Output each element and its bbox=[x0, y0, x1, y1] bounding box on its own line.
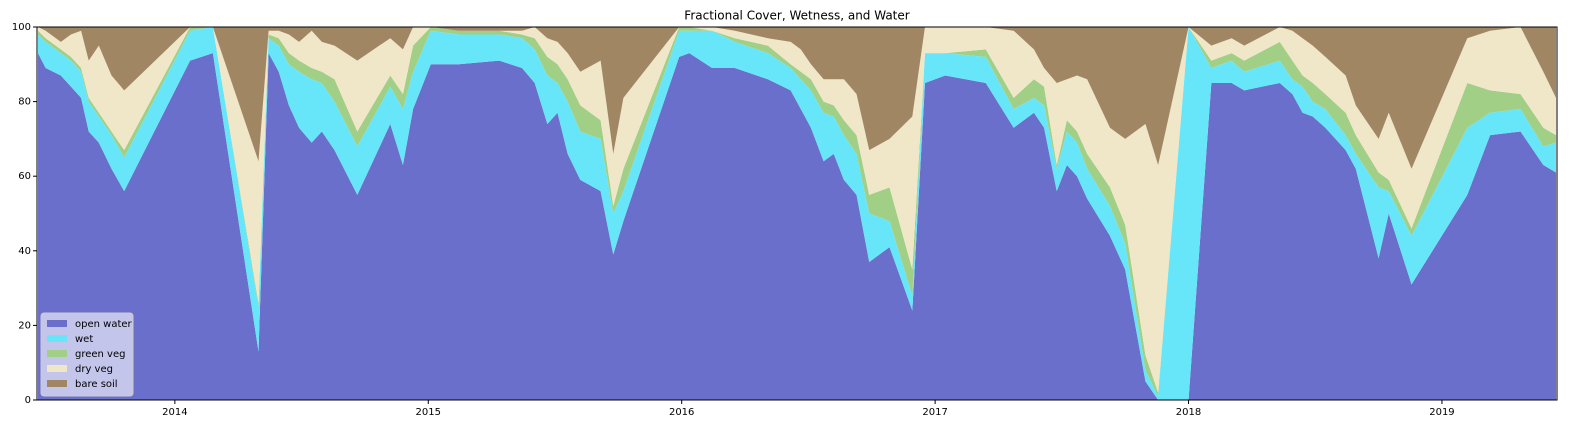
x-tick-label: 2014 bbox=[162, 407, 187, 418]
legend-swatch bbox=[47, 335, 67, 342]
x-tick-label: 2019 bbox=[1429, 407, 1454, 418]
area bbox=[38, 27, 1556, 400]
y-tick-label: 40 bbox=[18, 246, 31, 257]
legend-swatch bbox=[47, 320, 67, 327]
y-tick-label: 0 bbox=[25, 395, 31, 406]
area bbox=[38, 53, 1556, 401]
x-tick-label: 2017 bbox=[922, 407, 947, 418]
legend-swatch bbox=[47, 380, 67, 387]
x-tick-label: 2018 bbox=[1176, 407, 1201, 418]
area bbox=[38, 27, 1556, 169]
legend-swatch bbox=[47, 365, 67, 372]
y-tick-label: 20 bbox=[18, 320, 31, 331]
area bbox=[38, 27, 1556, 393]
legend-label: wet bbox=[75, 334, 93, 345]
legend-label: bare soil bbox=[75, 379, 118, 390]
x-tick-label: 2016 bbox=[669, 407, 694, 418]
chart-title: Fractional Cover, Wetness, and Water bbox=[684, 9, 909, 23]
legend-label: open water bbox=[75, 319, 133, 330]
legend-swatch bbox=[47, 350, 67, 357]
legend-box bbox=[40, 312, 134, 397]
y-tick-label: 100 bbox=[12, 22, 31, 33]
plot-frame bbox=[36, 26, 1558, 401]
y-tick-label: 60 bbox=[18, 171, 31, 182]
x-tick-label: 2015 bbox=[416, 407, 441, 418]
legend-label: green veg bbox=[75, 349, 125, 360]
y-tick-label: 80 bbox=[18, 97, 31, 108]
legend-label: dry veg bbox=[75, 364, 113, 375]
